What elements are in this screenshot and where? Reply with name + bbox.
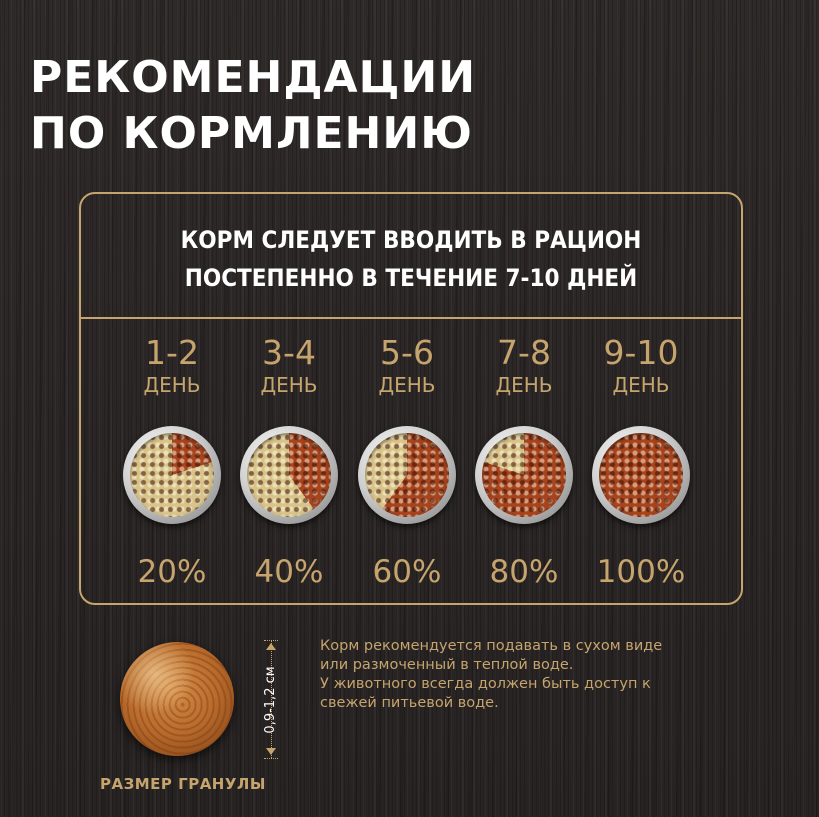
bowl-mix <box>365 433 449 517</box>
stage-days: 5-6 <box>380 333 434 372</box>
serving-note: Корм рекомендуется подавать в сухом виде… <box>320 637 760 713</box>
transition-panel: КОРМ СЛЕДУЕТ ВВОДИТЬ В РАЦИОН ПОСТЕПЕННО… <box>79 192 743 605</box>
bowl-mix <box>482 433 566 517</box>
transition-intro: КОРМ СЛЕДУЕТ ВВОДИТЬ В РАЦИОН ПОСТЕПЕННО… <box>114 221 708 297</box>
transition-intro-line-2: ПОСТЕПЕННО В ТЕЧЕНИЕ 7-10 ДНЕЙ <box>184 264 638 292</box>
panel-divider <box>81 317 741 319</box>
stage-day-word: ДЕНЬ <box>378 373 436 397</box>
stage-days: 1-2 <box>145 333 199 372</box>
granule-caption: РАЗМЕР ГРАНУЛЫ <box>100 775 266 793</box>
bowl-mix <box>130 433 214 517</box>
granule-size: 0,9-1,2 см <box>263 666 278 734</box>
stage-day-word: ДЕНЬ <box>612 373 670 397</box>
stage-percent: 60% <box>372 554 442 590</box>
stage-4: 7-8 ДЕНЬ 80% <box>465 335 583 592</box>
stage-day-word: ДЕНЬ <box>143 373 201 397</box>
stage-percent: 20% <box>137 554 207 590</box>
serving-note-line-4: свежей питьевой воде. <box>320 695 499 711</box>
page-title-line-2: ПО КОРМЛЕНИЮ <box>30 108 473 159</box>
stage-days: 9-10 <box>603 333 679 372</box>
stage-1: 1-2 ДЕНЬ 20% <box>113 335 231 592</box>
stage-5: 9-10 ДЕНЬ 100% <box>582 335 700 592</box>
stage-percent: 100% <box>596 554 686 590</box>
stage-percent: 80% <box>489 554 559 590</box>
stage-2: 3-4 ДЕНЬ 40% <box>230 335 348 592</box>
page-title: РЕКОМЕНДАЦИИ ПО КОРМЛЕНИЮ <box>30 50 476 162</box>
size-dimension-tick-bottom <box>264 758 278 759</box>
transition-intro-line-1: КОРМ СЛЕДУЕТ ВВОДИТЬ В РАЦИОН <box>180 226 642 254</box>
food-bowl-icon <box>592 426 690 524</box>
serving-note-line-3: У животного всегда должен быть доступ к <box>320 676 651 692</box>
arrow-down-icon <box>266 748 276 755</box>
food-bowl-icon <box>123 426 221 524</box>
serving-note-line-1: Корм рекомендуется подавать в сухом виде <box>320 638 663 654</box>
food-bowl-icon <box>475 426 573 524</box>
size-dimension-line <box>271 640 272 758</box>
food-bowl-icon <box>358 426 456 524</box>
stage-day-word: ДЕНЬ <box>495 373 553 397</box>
bowl-mix <box>247 433 331 517</box>
arrow-up-icon <box>266 643 276 650</box>
stage-day-word: ДЕНЬ <box>260 373 318 397</box>
bowl-mix <box>599 433 683 517</box>
stage-days: 7-8 <box>497 333 551 372</box>
size-dimension-tick-top <box>264 640 278 641</box>
food-bowl-icon <box>240 426 338 524</box>
serving-note-line-2: или размоченный в теплой воде. <box>320 657 574 673</box>
granule-image <box>120 642 234 756</box>
stage-percent: 40% <box>254 554 324 590</box>
stage-3: 5-6 ДЕНЬ 60% <box>348 335 466 592</box>
page-title-line-1: РЕКОМЕНДАЦИИ <box>30 52 477 103</box>
stage-days: 3-4 <box>262 333 316 372</box>
